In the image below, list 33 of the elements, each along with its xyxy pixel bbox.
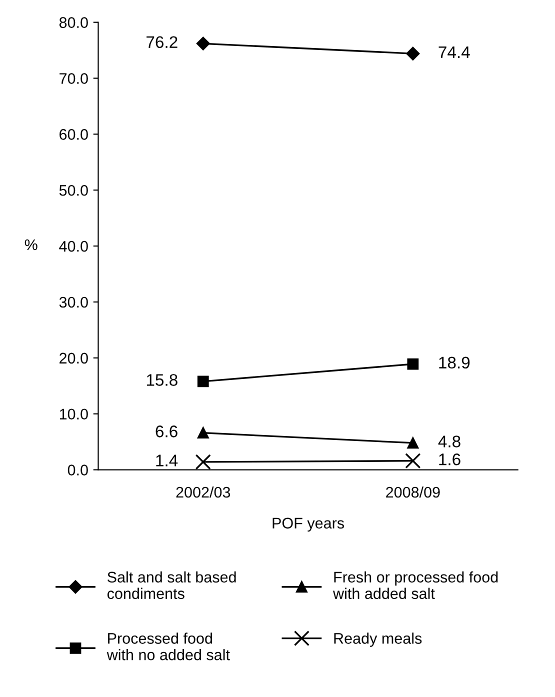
point (195, 454, 211, 470)
point (406, 46, 420, 60)
point (197, 376, 209, 388)
data-label: 74.4 (438, 46, 470, 58)
legend-label: Processed food with no added salt (106, 632, 230, 660)
point (405, 453, 421, 469)
legend-label: Fresh or processed food with added salt (332, 571, 498, 600)
point (407, 358, 419, 370)
legend-label: Ready meals (334, 632, 422, 647)
y-tick-label: 40.0 (59, 240, 88, 252)
data-label: 1.4 (156, 454, 178, 466)
data-label: 18.9 (439, 356, 470, 369)
data-label: 76.2 (146, 36, 178, 48)
y-tick-label: 10.0 (60, 408, 88, 420)
y-tick-label: 50.0 (59, 184, 88, 196)
y-tick-label: 0.0 (68, 464, 88, 476)
legend-label: Salt and salt based condiments (107, 571, 236, 600)
point (197, 427, 209, 439)
y-tick-label: 70.0 (60, 73, 88, 84)
y-tick-label: 30.0 (59, 296, 88, 308)
x-tick-label: 2002/03 (176, 486, 230, 498)
point (196, 36, 210, 50)
data-label: 4.8 (438, 436, 460, 448)
x-axis-title: POF years (272, 518, 344, 532)
data-label: 6.6 (156, 426, 178, 438)
y-axis-title: % (24, 239, 38, 250)
point (407, 437, 419, 449)
x-tick-label: 2008/09 (386, 486, 440, 498)
data-label: 15.8 (146, 374, 178, 386)
y-tick-label: 20.0 (60, 352, 88, 364)
y-tick-label: 60.0 (60, 129, 88, 140)
data-label: 1.6 (439, 454, 460, 466)
y-tick-label: 80.0 (59, 17, 88, 28)
